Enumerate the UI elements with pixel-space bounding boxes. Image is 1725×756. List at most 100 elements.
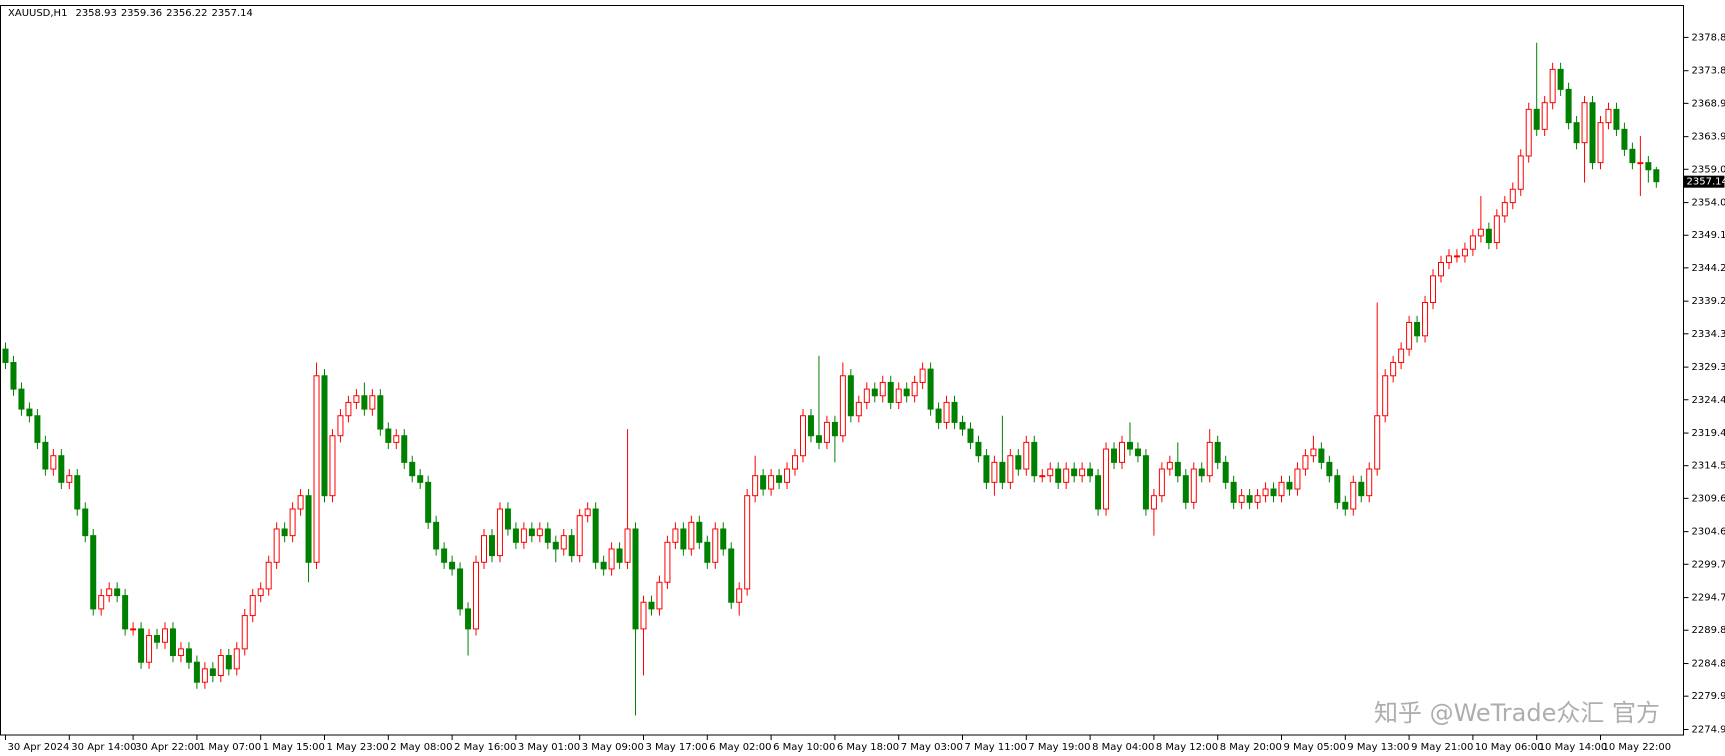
- candle-body: [1398, 348, 1405, 363]
- x-tick-label: 1 May 23:00: [327, 742, 389, 753]
- candle-body: [1126, 441, 1133, 450]
- candle-body: [792, 455, 799, 470]
- candle-body: [712, 528, 719, 563]
- candle-body: [169, 628, 176, 657]
- x-tick-label: 2 May 16:00: [454, 742, 516, 753]
- candle-body: [871, 388, 878, 397]
- candle-body: [90, 535, 97, 610]
- candle-body: [1055, 468, 1062, 483]
- candle-body: [122, 595, 129, 630]
- candle-body: [1541, 102, 1548, 130]
- candle-body: [879, 381, 886, 397]
- candle-body: [1047, 468, 1054, 477]
- candle-body: [488, 535, 495, 557]
- candle-body: [417, 475, 424, 483]
- current-price-label: 2357.14: [1687, 177, 1725, 188]
- candle-body: [560, 535, 567, 550]
- candle-body: [744, 495, 751, 590]
- candle-body: [728, 548, 735, 603]
- y-tick-label: 2359.00: [1692, 164, 1725, 175]
- y-tick-label: 2368.90: [1692, 98, 1725, 109]
- x-tick-label: 7 May 11:00: [965, 742, 1027, 753]
- candle-body: [1501, 202, 1508, 217]
- candle-body: [305, 495, 312, 563]
- candle-body: [1190, 468, 1197, 503]
- candle-body: [1469, 235, 1476, 250]
- y-tick-label: 2339.20: [1692, 296, 1725, 307]
- candle-body: [999, 461, 1006, 483]
- x-tick-label: 8 May 20:00: [1220, 742, 1282, 753]
- candle-body: [1302, 455, 1309, 470]
- candle-body: [536, 528, 543, 537]
- candle-body: [162, 628, 168, 643]
- y-tick-label: 2274.90: [1692, 724, 1725, 735]
- candle-body: [433, 521, 440, 550]
- x-tick-label: 30 Apr 14:00: [71, 742, 136, 753]
- candle-body: [1581, 102, 1588, 144]
- candle-body: [1629, 148, 1636, 164]
- x-tick-label: 8 May 04:00: [1092, 742, 1154, 753]
- y-tick-label: 2363.90: [1692, 132, 1725, 143]
- candle-body: [1549, 68, 1556, 104]
- candle-body: [1573, 122, 1580, 144]
- candle-body: [1182, 475, 1189, 503]
- candle-body: [353, 395, 360, 403]
- price-label-box: [1683, 175, 1725, 188]
- candle-body: [1318, 448, 1325, 463]
- candle-body: [983, 455, 990, 483]
- x-tick-label: 3 May 09:00: [582, 742, 644, 753]
- candle-body: [1613, 108, 1620, 130]
- candle-body: [1031, 441, 1038, 477]
- candle-body: [951, 401, 958, 423]
- candle-body: [1119, 441, 1125, 463]
- candle-body: [991, 461, 998, 483]
- candle-body: [1023, 441, 1030, 470]
- candle-body: [10, 361, 17, 390]
- candle-body: [289, 508, 296, 537]
- candle-body: [752, 475, 759, 497]
- y-tick-label: 2294.70: [1692, 593, 1725, 604]
- candle-body: [1222, 461, 1229, 483]
- candle-body: [1214, 441, 1221, 463]
- candle-body: [720, 528, 727, 550]
- candle-body: [1158, 468, 1165, 497]
- candle-body: [1270, 488, 1277, 497]
- header-close: 2357.14: [212, 8, 253, 19]
- candle-body: [1230, 481, 1237, 503]
- candle-body: [1653, 169, 1660, 183]
- candle-body: [313, 375, 320, 563]
- candle-body: [225, 655, 232, 670]
- candle-body: [1334, 475, 1341, 503]
- candle-body: [576, 515, 583, 557]
- candle-body: [1557, 68, 1564, 90]
- candle-body: [1150, 495, 1157, 510]
- candle-body: [1438, 262, 1444, 277]
- candle-body: [1382, 375, 1389, 417]
- candle-body: [1071, 468, 1078, 477]
- candle-body: [592, 508, 599, 563]
- candle-body: [736, 588, 743, 603]
- candle-body: [1453, 255, 1460, 258]
- candle-body: [1326, 461, 1333, 477]
- candle-body: [1286, 481, 1293, 490]
- candle-body: [34, 415, 41, 443]
- candle-body: [233, 648, 240, 670]
- chart-header: XAUUSD,H1 2358.93 2359.36 2356.22 2357.14: [8, 8, 253, 19]
- candle-body: [528, 528, 535, 537]
- candle-body: [1087, 468, 1094, 477]
- candle-body: [42, 441, 49, 470]
- candle-body: [1461, 248, 1468, 257]
- candle-body: [130, 628, 137, 631]
- candle-body: [473, 561, 480, 630]
- candle-body: [959, 421, 966, 430]
- candle-body: [26, 408, 33, 417]
- candle-body: [1254, 495, 1261, 503]
- candle-body: [696, 521, 703, 543]
- candle-body: [855, 401, 862, 417]
- x-tick-label: 8 May 12:00: [1156, 742, 1218, 753]
- x-tick-label: 9 May 05:00: [1284, 742, 1346, 753]
- candle-body: [106, 588, 113, 597]
- candle-body: [1015, 455, 1022, 470]
- candle-body: [760, 475, 767, 490]
